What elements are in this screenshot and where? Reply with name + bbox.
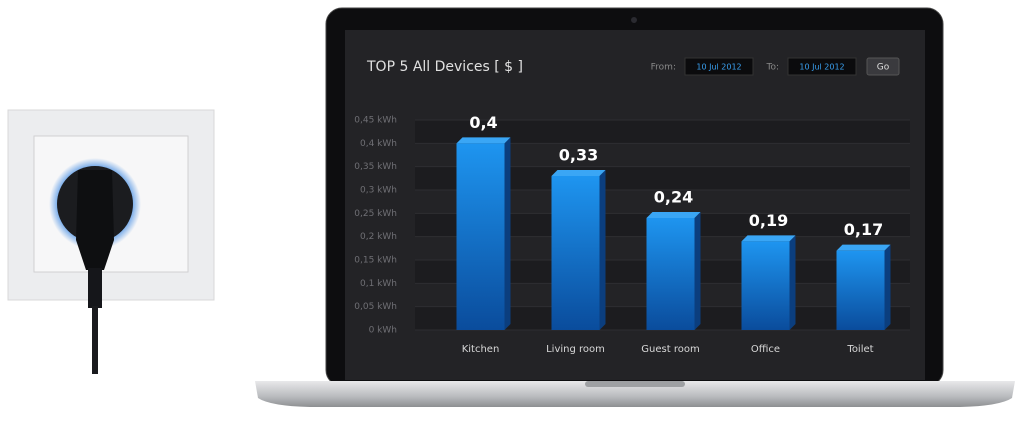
value-label: 0,4 bbox=[469, 113, 497, 132]
socket bbox=[7, 109, 215, 374]
from-date: 10 Jul 2012 bbox=[696, 63, 741, 72]
value-label: 0,17 bbox=[844, 220, 883, 239]
value-label: 0,33 bbox=[559, 146, 598, 165]
go-label: Go bbox=[877, 63, 890, 73]
grid-band bbox=[415, 120, 910, 144]
bar bbox=[741, 241, 790, 330]
bar-top bbox=[551, 170, 606, 176]
to-field[interactable] bbox=[787, 57, 857, 76]
y-tick-label: 0,4 kWh bbox=[360, 139, 397, 149]
bar-top bbox=[836, 244, 891, 251]
y-tick-label: 0,2 kWh bbox=[360, 232, 397, 242]
to-label: To: bbox=[765, 63, 779, 73]
bar-side bbox=[884, 244, 891, 330]
y-tick-label: 0,05 kWh bbox=[354, 302, 397, 312]
y-tick-label: 0,1 kWh bbox=[360, 279, 397, 289]
y-tick-label: 0,3 kWh bbox=[360, 186, 397, 196]
bar-side bbox=[694, 212, 701, 330]
from-field[interactable] bbox=[684, 57, 754, 76]
go-button[interactable] bbox=[866, 57, 900, 76]
value-label: 0,19 bbox=[749, 211, 788, 230]
bar-side bbox=[504, 137, 511, 330]
bar-top bbox=[646, 212, 701, 218]
bar-top bbox=[741, 235, 796, 242]
y-tick-label: 0,25 kWh bbox=[354, 209, 397, 219]
y-tick-label: 0,45 kWh bbox=[354, 116, 397, 126]
x-tick-label: Office bbox=[751, 344, 780, 355]
bar bbox=[551, 176, 600, 330]
x-tick-label: Living room bbox=[546, 344, 605, 355]
y-tick-label: 0 kWh bbox=[369, 326, 397, 336]
bar-side bbox=[789, 235, 796, 330]
grid-band bbox=[415, 166, 910, 190]
bar bbox=[836, 250, 885, 330]
bar bbox=[456, 143, 505, 330]
bar-side bbox=[599, 170, 606, 330]
bar-top bbox=[456, 137, 511, 144]
y-tick-label: 0,35 kWh bbox=[354, 162, 397, 172]
value-label: 0,24 bbox=[654, 188, 693, 207]
date-controls: From: 10 Jul 2012 To: 10 Jul 2012 Go bbox=[651, 57, 900, 76]
to-date: 10 Jul 2012 bbox=[799, 63, 844, 72]
x-tick-label: Kitchen bbox=[462, 344, 500, 355]
chart-title: TOP 5 All Devices [ $ ] bbox=[366, 59, 523, 75]
y-tick-label: 0,15 kWh bbox=[354, 256, 397, 266]
x-tick-label: Guest room bbox=[641, 344, 699, 355]
x-tick-label: Toilet bbox=[846, 344, 873, 355]
from-label: From: bbox=[651, 63, 676, 73]
bar bbox=[646, 218, 695, 330]
